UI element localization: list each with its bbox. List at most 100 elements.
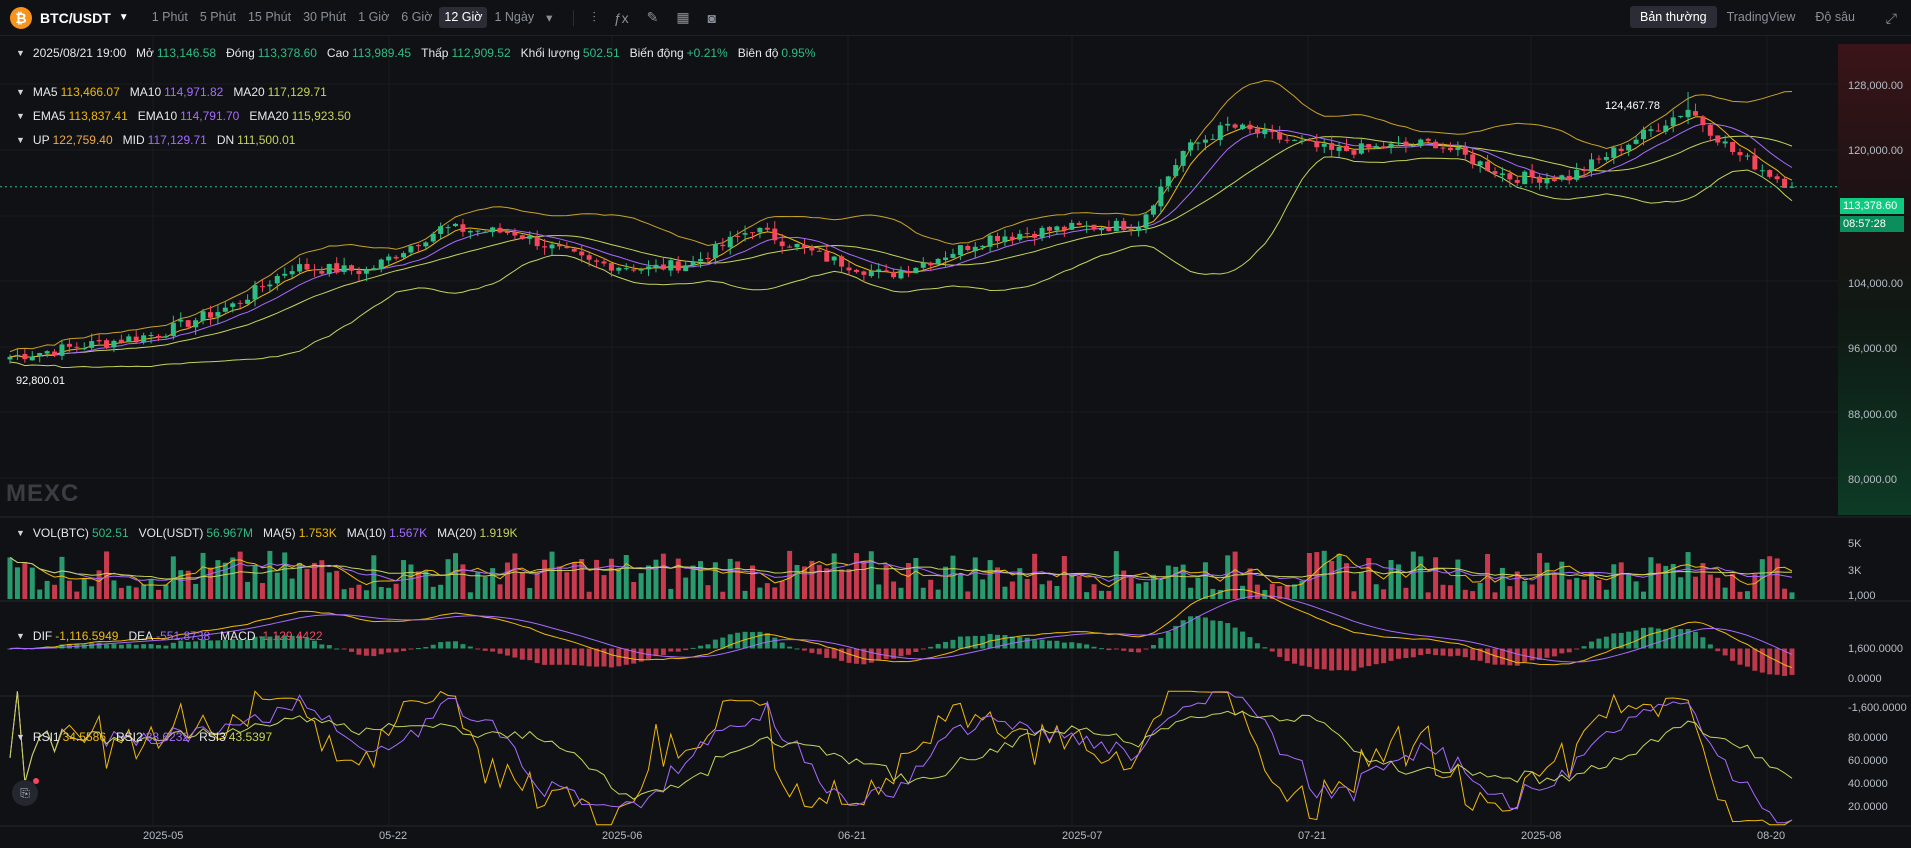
candle-body (1596, 158, 1602, 160)
candle-body (1173, 165, 1179, 176)
collapse-icon[interactable]: ▼ (16, 48, 25, 58)
view-standard[interactable]: Bản thường (1629, 6, 1717, 28)
volume-bar (1403, 587, 1409, 599)
volume-bar (1314, 552, 1320, 599)
candle-body (1388, 143, 1394, 148)
macd-bar (905, 648, 911, 655)
volume-bar (1410, 551, 1416, 599)
candlestick-chart[interactable] (0, 36, 1911, 848)
volume-bar (341, 589, 347, 599)
candle-body (1641, 129, 1646, 140)
candle-body (868, 270, 874, 277)
volume-bar (1195, 577, 1201, 599)
collapse-icon[interactable]: ▼ (16, 631, 25, 641)
candle-body (1292, 139, 1298, 141)
interval-1m[interactable]: 1 Phút (151, 10, 188, 24)
layout-icon[interactable]: ▦ (676, 9, 690, 25)
interval-30m[interactable]: 30 Phút (303, 10, 347, 24)
macd-bar (1507, 648, 1513, 666)
candle-body (207, 312, 213, 318)
indicator-icon[interactable]: ƒx (613, 9, 629, 26)
macd-bar (453, 641, 458, 649)
macd-bar (868, 648, 874, 663)
candle-body (401, 253, 407, 258)
candle-body (586, 255, 592, 260)
candle-body (467, 230, 473, 233)
macd-bar (668, 648, 674, 652)
candle-body (1551, 179, 1557, 181)
candle-body (1180, 150, 1186, 166)
candle-body (37, 352, 43, 357)
candle-body (1076, 222, 1082, 226)
macd-bar (148, 644, 154, 649)
candle-body (995, 235, 1001, 242)
candle-body (1410, 145, 1416, 147)
rsi-tick: 40.0000 (1848, 778, 1888, 790)
rsi1-line (9, 690, 1793, 826)
interval-5m[interactable]: 5 Phút (199, 10, 236, 24)
candle-body (1730, 142, 1736, 152)
candle-body (445, 227, 451, 229)
macd-bar (1061, 642, 1067, 649)
volume-bar (1744, 591, 1750, 599)
fullscreen-icon[interactable]: ⤢ (1885, 10, 1897, 26)
collapse-icon[interactable]: ▼ (16, 111, 25, 121)
candle-body (1447, 147, 1453, 151)
volume-bar (475, 572, 481, 599)
volume-bar (252, 565, 258, 599)
collapse-icon[interactable]: ▼ (16, 87, 25, 97)
macd-dea-line (9, 595, 1793, 663)
interval-more-icon[interactable]: ▾ (546, 11, 553, 25)
interval-1d[interactable]: 1 Ngày (494, 10, 535, 24)
macd-bar (1462, 648, 1468, 658)
volume-bar (601, 575, 607, 599)
snapshot-icon[interactable]: ⎘ (12, 780, 38, 806)
chevron-down-icon[interactable]: ▼ (118, 12, 129, 23)
macd-bar (1529, 648, 1535, 661)
macd-bar (1306, 648, 1312, 667)
macd-bar (1685, 629, 1691, 649)
interval-6h[interactable]: 6 Giờ (401, 10, 433, 24)
candle-body (683, 265, 689, 272)
camera-icon[interactable]: ◙ (707, 9, 717, 26)
macd-bar (393, 648, 399, 653)
interval-1h[interactable]: 1 Giờ (358, 10, 390, 24)
view-tradingview[interactable]: TradingView (1726, 10, 1796, 24)
collapse-icon[interactable]: ▼ (16, 135, 25, 145)
macd-bar (995, 634, 1001, 649)
volume-bar (1091, 584, 1097, 599)
macd-bar (341, 648, 347, 650)
macd-bar (957, 636, 963, 649)
candle-type-icon[interactable]: ⫶ (592, 9, 596, 25)
volume-bar (1247, 568, 1253, 599)
volume-bar (460, 564, 466, 599)
macd-bar (928, 646, 934, 649)
collapse-icon[interactable]: ▼ (16, 528, 25, 538)
pair-selector[interactable]: BTC/USDT (40, 9, 111, 26)
macd-bar (1499, 648, 1505, 665)
macd-bar (475, 648, 481, 650)
view-depth[interactable]: Độ sâu (1815, 10, 1855, 24)
volume-bar (29, 567, 35, 599)
draw-icon[interactable]: ✎ (646, 9, 659, 25)
macd-bar (1707, 644, 1713, 649)
volume-bar (608, 558, 614, 599)
candle-body (185, 320, 191, 327)
volume-bar (1626, 574, 1632, 599)
volume-bar (1069, 574, 1075, 599)
candle-body (1240, 124, 1246, 129)
candle-body (1455, 147, 1461, 150)
candle-body (1329, 143, 1335, 150)
interval-15m[interactable]: 15 Phút (247, 10, 292, 24)
interval-12h[interactable]: 12 Giờ (439, 7, 488, 28)
volume-bar (148, 579, 154, 599)
macd-bar (1069, 642, 1075, 649)
volume-bar (1202, 562, 1208, 599)
collapse-icon[interactable]: ▼ (16, 732, 25, 742)
macd-bar (1752, 648, 1758, 671)
volume-bar (586, 591, 592, 599)
macd-bar (861, 648, 867, 665)
candle-body (1381, 146, 1387, 149)
candle-body (1470, 154, 1476, 165)
volume-bar (178, 570, 184, 599)
